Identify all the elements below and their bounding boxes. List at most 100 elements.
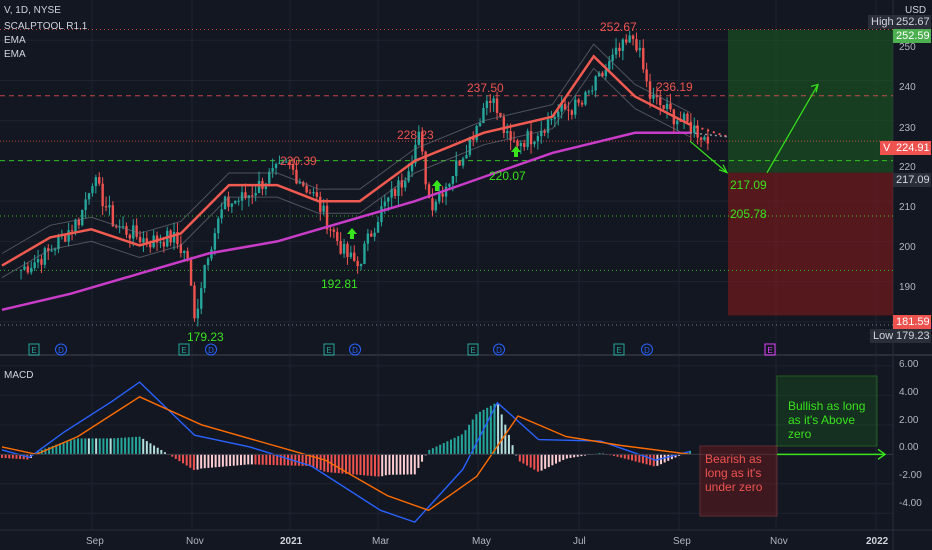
earnings-marker-label: E [616,346,621,355]
annotation-low-205: 205.78 [730,207,767,221]
candle-body [356,260,359,267]
macd-histogram-bar [486,407,489,455]
candle-body [594,76,597,91]
macd-histogram-bar [11,454,14,459]
candle-body [298,182,302,184]
macd-histogram-bar [533,454,536,470]
candle-body [669,103,672,110]
candle-body [172,232,176,243]
buy-arrow-icon [432,180,442,191]
candle-body [621,39,625,52]
macd-histogram-bar [236,454,239,466]
annotation-high-236: 236.19 [656,80,693,94]
macd-tick-4: 4.00 [899,387,919,398]
macd-histogram-bar [73,439,76,455]
candle-body [359,264,363,267]
macd-histogram-bar [562,454,565,461]
macd-histogram-bar [243,454,246,465]
macd-histogram-bar [120,437,123,455]
signal-line [1,396,691,512]
candle-body [540,130,543,137]
macd-histogram-bar [355,454,358,475]
y-tick-220: 220 [899,162,916,173]
candle-body [223,196,227,210]
candle-body [159,242,162,244]
candle-body [176,232,179,245]
macd-histogram-bar [373,454,376,477]
macd-histogram-bar [341,454,344,474]
candle-body [138,236,142,243]
high-tag: High [868,15,897,29]
candle-body [424,151,427,185]
symbol-title: V, 1D, NYSE [4,5,61,16]
candle-body [189,259,193,286]
buy-arrow-icon [347,228,357,239]
candle-body [699,137,703,140]
candle-body [506,131,509,133]
candle-body [53,249,57,251]
candle-body [108,205,111,208]
candle-body [618,47,621,52]
earnings-marker-icon [764,343,776,356]
candle-body [336,231,339,241]
macd-histogram-bar [66,441,69,455]
macd-histogram-bar [460,434,463,455]
macd-histogram-bar [413,454,416,475]
macd-histogram-bar [87,438,90,455]
macd-histogram-bar [214,454,217,468]
macd-line [1,381,691,523]
earnings-marker-icon [323,343,335,356]
y-tick-250: 250 [899,42,916,53]
candle-body [628,35,631,43]
annotation-low-192: 192.81 [321,277,358,291]
candle-body [50,250,53,252]
candle-body [302,182,305,186]
candle-body [591,90,594,92]
candle-body [383,201,387,207]
candle-body [638,47,642,51]
candle-body [47,248,50,251]
macd-histogram-bar [623,454,626,459]
macd-histogram-bar [185,454,188,466]
candle-body [125,226,128,235]
candle-body [608,61,611,70]
macd-histogram-bar [225,454,228,467]
annotation-low-179: 179.23 [187,330,224,344]
candle-body [461,158,465,166]
symbol-tag: V [880,141,894,155]
candle-body [495,98,499,113]
macd-histogram-bar [145,441,148,455]
candle-body [611,54,614,62]
macd-histogram-bar [649,454,652,466]
macd-histogram-bar [580,454,583,457]
candle-body [332,229,336,232]
candle-body [57,236,60,250]
candle-body [577,99,580,103]
macd-histogram-bar [388,454,391,475]
ema-slow-line [1,131,690,312]
macd-histogram-bar [515,454,518,456]
macd-histogram-bar [435,446,438,455]
candle-body [414,144,417,164]
candle-body [560,103,563,112]
candle-body [203,265,206,289]
candle-body [145,238,149,244]
candle-body [370,233,373,237]
candle-body [77,219,81,226]
candle-body [193,285,196,319]
projection-arrowhead [718,164,729,174]
macd-histogram-bar [116,438,119,455]
macd-histogram-bar [134,436,137,455]
macd-histogram-bar [489,405,492,455]
candle-body [30,268,33,273]
candle-body [574,99,577,115]
macd-histogram-bar [258,454,261,465]
macd-histogram-bar [221,454,224,467]
candle-body [400,180,404,188]
ema-fast-line [1,54,691,267]
macd-histogram-bar [500,414,503,455]
macd-histogram-bar [345,454,347,474]
candle-body [465,154,468,159]
macd-histogram-bar [196,454,199,470]
